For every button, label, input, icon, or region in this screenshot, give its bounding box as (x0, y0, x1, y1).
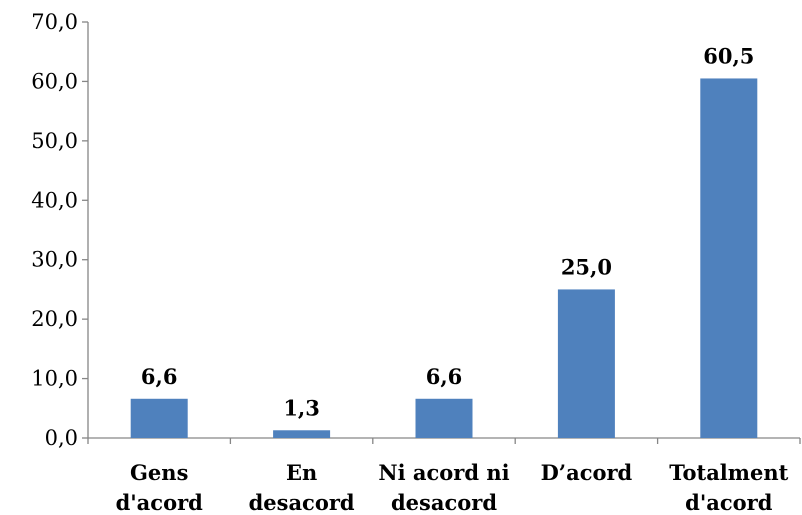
data-labels: 6,6 1,3 6,6 25,0 60,5 (141, 43, 754, 420)
category-label: Gens (130, 460, 188, 485)
y-tick-label: 70,0 (31, 10, 78, 34)
data-label: 6,6 (426, 364, 463, 389)
category-label: d'acord (116, 490, 204, 515)
bar (700, 78, 758, 438)
category-label: Totalment (669, 460, 788, 485)
x-axis (87, 437, 801, 444)
y-tick-label: 50,0 (31, 129, 78, 153)
y-axis: 0,0 10,0 20,0 30,0 40,0 50,0 60,0 70,0 (31, 10, 89, 450)
bar (557, 289, 615, 438)
category-label: d'acord (685, 490, 773, 515)
category-label: En (286, 460, 317, 485)
category-label: D’acord (541, 460, 633, 485)
data-label: 25,0 (561, 254, 612, 279)
data-label: 60,5 (703, 43, 754, 68)
data-label: 6,6 (141, 364, 178, 389)
data-label: 1,3 (283, 395, 320, 420)
category-label: desacord (249, 490, 355, 515)
bar (130, 398, 188, 438)
bar (415, 398, 473, 438)
category-label: desacord (391, 490, 497, 515)
category-labels: Gens d'acord En desacord Ni acord ni desacord… (116, 460, 789, 515)
y-tick-label: 0,0 (45, 426, 78, 450)
bar (273, 430, 331, 438)
y-tick-label: 20,0 (31, 307, 78, 331)
bars (130, 78, 758, 438)
y-tick-label: 40,0 (31, 188, 78, 212)
y-tick-label: 60,0 (31, 69, 78, 93)
y-tick-label: 30,0 (31, 248, 78, 272)
category-label: Ni acord ni (378, 460, 509, 485)
y-tick-label: 10,0 (31, 367, 78, 391)
